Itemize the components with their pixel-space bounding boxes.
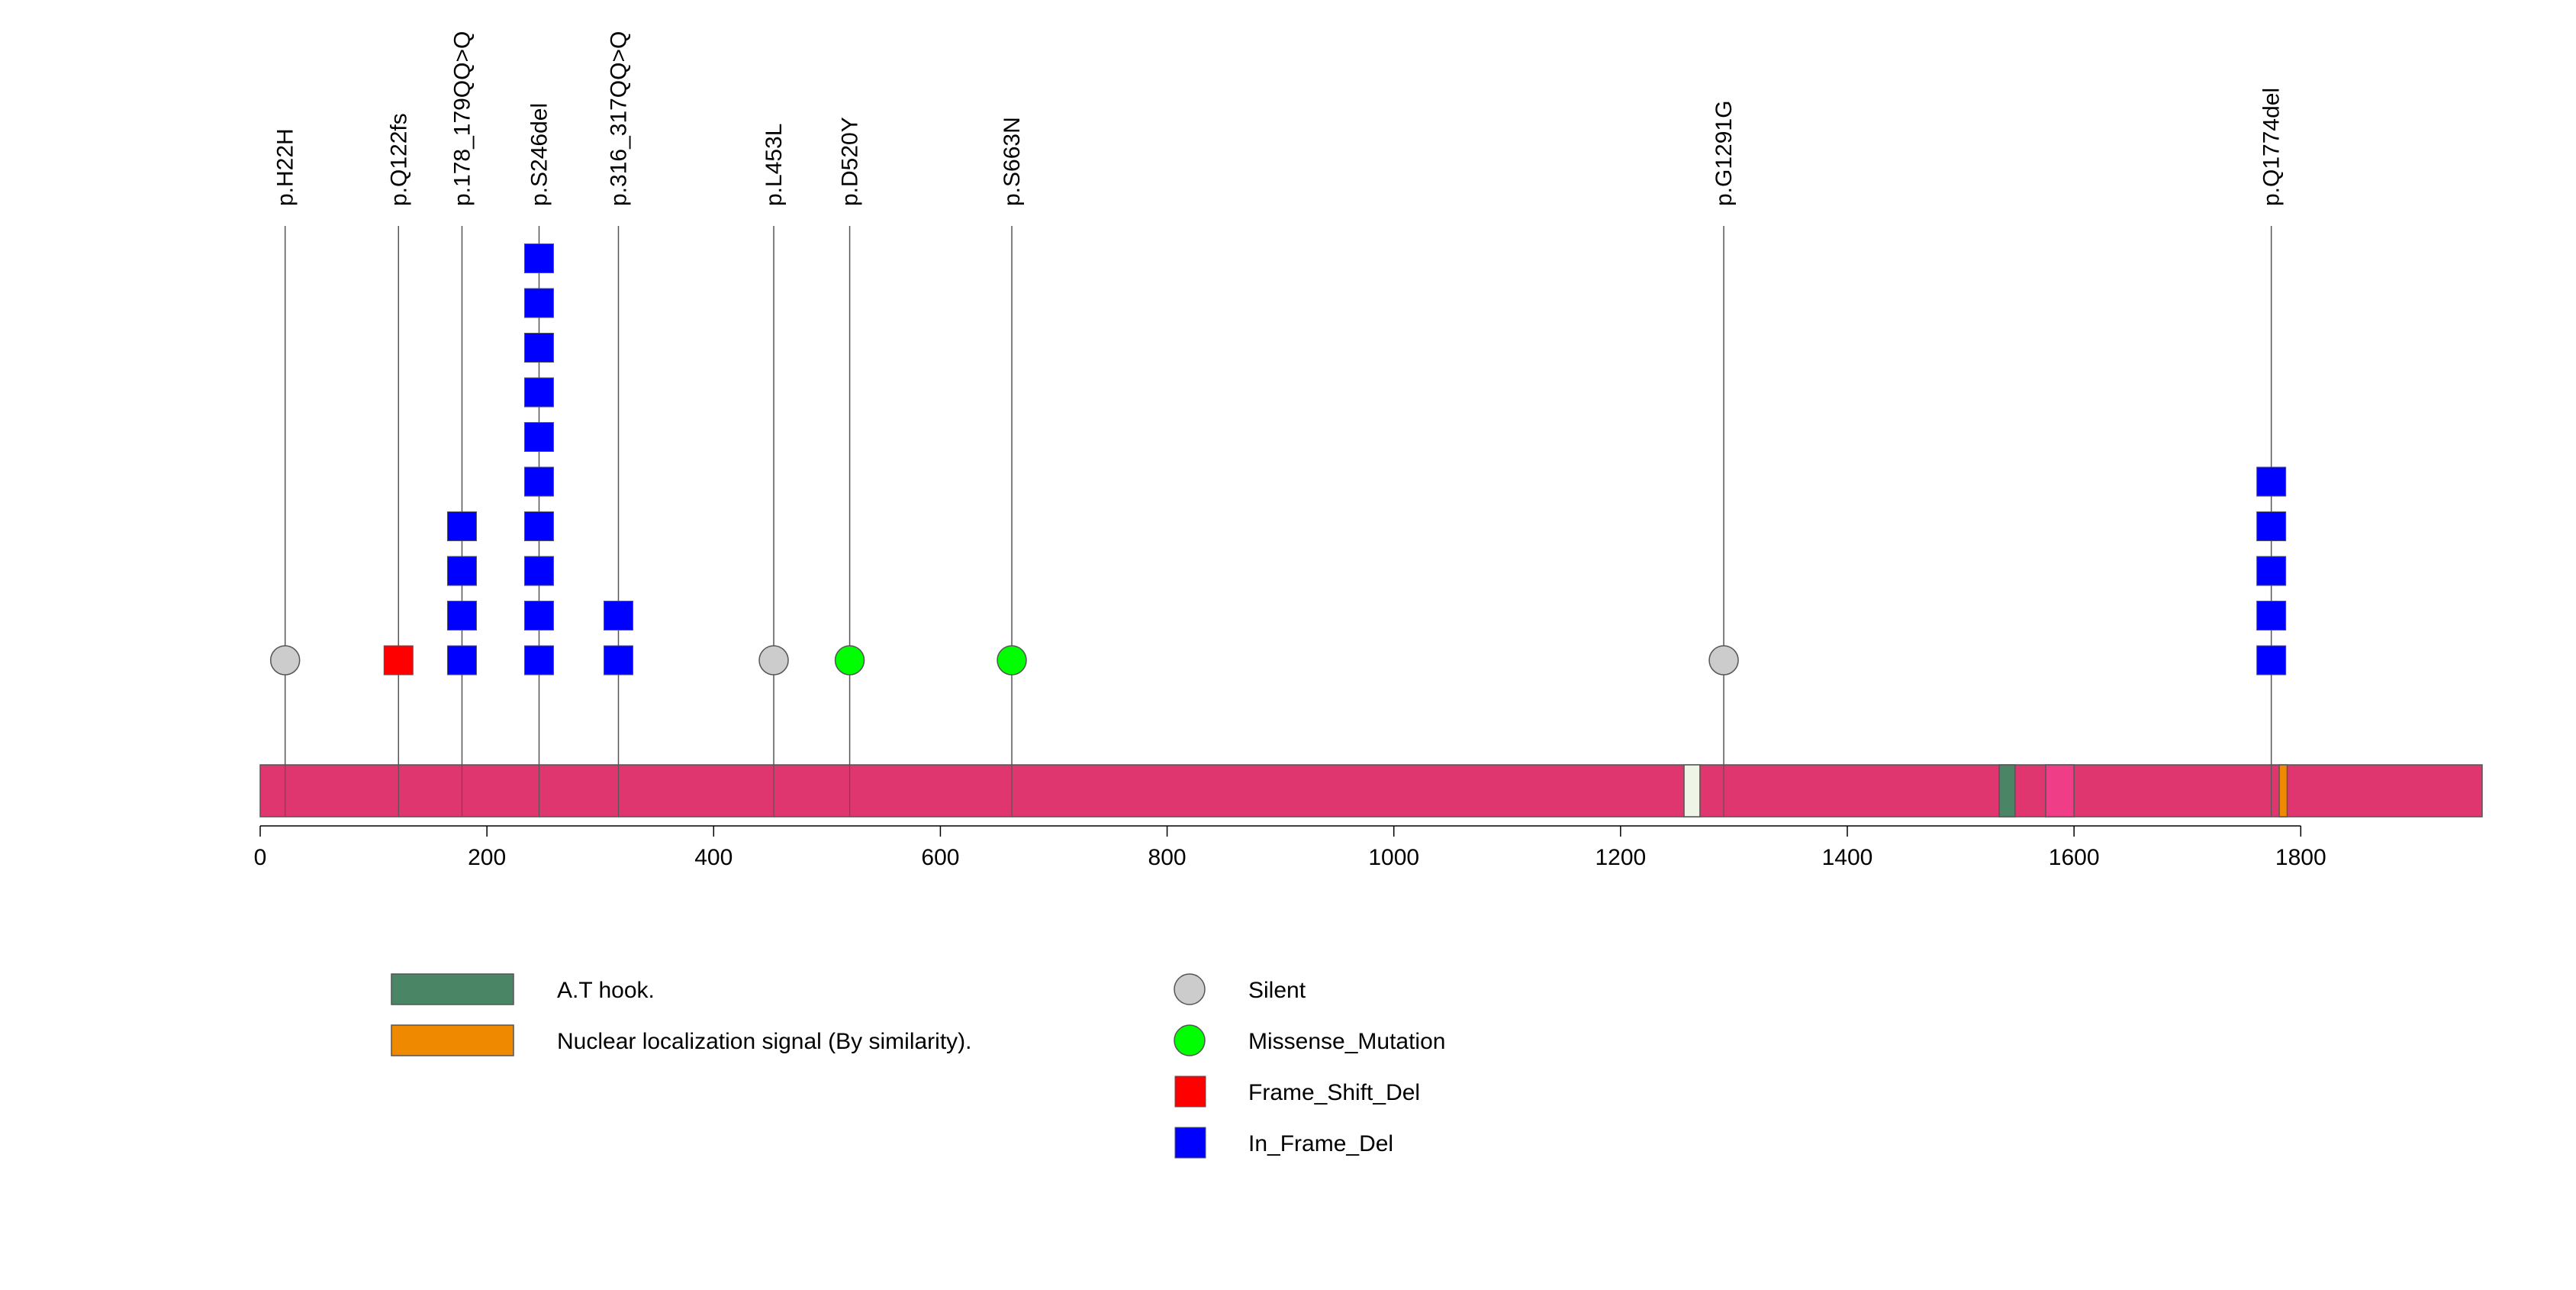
marker-p-s246del-4: [523, 511, 554, 541]
marker-p-316-317qq-q-2: [603, 601, 633, 630]
mutation-label-p-h22h: p.H22H: [273, 128, 298, 206]
marker-p-178-179qq-q-2: [446, 601, 477, 630]
marker-p-q1774del-5: [2256, 466, 2287, 497]
mutation-markers: [269, 243, 2287, 676]
legend-marker-in-frame-del: [1174, 1127, 1206, 1159]
marker-p-q1774del-1: [2256, 645, 2287, 676]
marker-p-316-317qq-q-1: [603, 645, 633, 676]
legend-marker-missense-mutation: [1174, 1024, 1206, 1056]
domain-nuclear-localization-signal-by-similarity-3: [2278, 764, 2288, 818]
marker-p-s246del-3: [523, 556, 554, 586]
marker-p-q1774del-3: [2256, 556, 2287, 586]
x-tick-label-1800: 1800: [2275, 845, 2326, 870]
x-tick-label-1400: 1400: [1822, 845, 1873, 870]
marker-p-s663n-1: [997, 645, 1027, 676]
domain-segment-2: [2045, 764, 2075, 818]
marker-p-q1774del-2: [2256, 601, 2287, 630]
legend-label-silent: Silent: [1248, 978, 1306, 1003]
legend-marker-frame-shift-del: [1174, 1076, 1206, 1108]
x-tick-label-0: 0: [254, 845, 267, 870]
mutation-label-p-s246del: p.S246del: [526, 103, 552, 206]
marker-p-s246del-1: [523, 645, 554, 676]
mutation-label-p-178-179qq-q: p.178_179QQ>Q: [449, 31, 475, 206]
mutation-label-p-g1291g: p.G1291G: [1711, 101, 1737, 206]
mutation-label-p-l453l: p.L453L: [762, 124, 787, 206]
marker-p-q1774del-4: [2256, 511, 2287, 541]
legend-label-a-t-hook: A.T hook.: [557, 978, 655, 1003]
mutation-label-p-q1774del: p.Q1774del: [2259, 88, 2285, 206]
x-tick-label-600: 600: [921, 845, 959, 870]
legend-label-in-frame-del: In_Frame_Del: [1248, 1131, 1393, 1156]
marker-p-s246del-10: [523, 243, 554, 273]
legend-label-nuclear-localization-signal-by-similarity: Nuclear localization signal (By similari…: [557, 1029, 972, 1054]
legend-label-frame-shift-del: Frame_Shift_Del: [1248, 1080, 1420, 1105]
marker-p-s246del-9: [523, 288, 554, 318]
legend: A.T hook. Nuclear localization signal (By…: [391, 973, 1445, 1159]
marker-p-q122fs-1: [383, 645, 414, 676]
marker-p-d520y-1: [834, 645, 865, 676]
marker-p-s246del-6: [523, 422, 554, 452]
legend-marker-silent: [1174, 973, 1206, 1005]
legend-swatch-a-t-hook: [391, 973, 514, 1005]
protein-backbone: [259, 764, 2483, 818]
mutation-label-p-q122fs: p.Q122fs: [386, 113, 411, 206]
marker-p-l453l-1: [758, 645, 789, 676]
marker-p-178-179qq-q-4: [446, 511, 477, 541]
legend-label-missense-mutation: Missense_Mutation: [1248, 1029, 1445, 1054]
marker-p-s246del-7: [523, 377, 554, 408]
mutation-label-p-316-317qq-q: p.316_317QQ>Q: [606, 31, 631, 206]
x-tick-label-1200: 1200: [1595, 845, 1646, 870]
marker-p-s246del-5: [523, 466, 554, 497]
domain-a-t-hook-1: [1998, 764, 2016, 818]
x-axis: 0 200 400 600 800 1000 1200 1400 1600 1800: [254, 825, 2326, 870]
marker-p-g1291g-1: [1708, 645, 1739, 676]
mutation-label-p-s663n: p.S663N: [1000, 117, 1025, 206]
marker-p-178-179qq-q-1: [446, 645, 477, 676]
mutation-label-p-d520y: p.D520Y: [838, 117, 863, 206]
legend-swatch-nuclear-localization-signal-by-similarity: [391, 1024, 514, 1056]
marker-p-s246del-2: [523, 601, 554, 630]
mutation-labels: p.H22H p.Q122fs p.178_179QQ>Q p.S246del p.31…: [273, 31, 2285, 206]
x-tick-label-400: 400: [694, 845, 733, 870]
x-tick-label-1000: 1000: [1368, 845, 1419, 870]
x-tick-label-200: 200: [468, 845, 506, 870]
marker-p-s246del-8: [523, 333, 554, 363]
x-tick-label-800: 800: [1148, 845, 1187, 870]
x-tick-label-1600: 1600: [2049, 845, 2100, 870]
domain-segment-0: [1683, 764, 1701, 818]
mutation-stems: [284, 226, 2272, 817]
protein-backbone-layer: [259, 764, 2483, 818]
marker-p-h22h-1: [269, 645, 301, 676]
marker-p-178-179qq-q-3: [446, 556, 477, 586]
